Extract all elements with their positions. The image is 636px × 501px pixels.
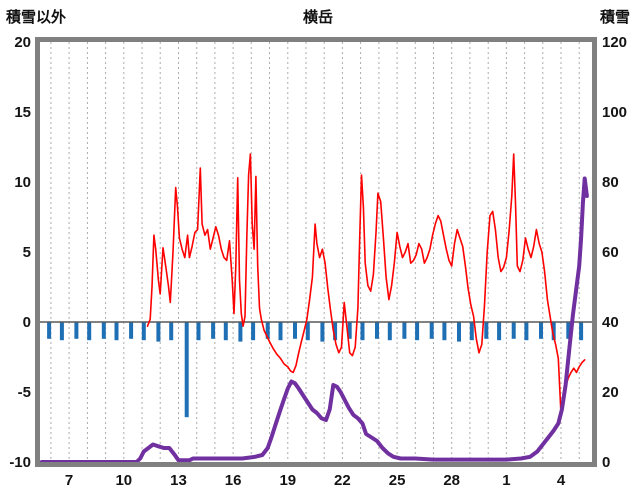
precipitation-bar bbox=[442, 322, 447, 341]
precipitation-bar bbox=[320, 322, 325, 342]
y-left-tick-label: 0 bbox=[23, 314, 31, 331]
precipitation-bar bbox=[141, 322, 146, 341]
x-tick-label: 22 bbox=[334, 472, 351, 489]
y-right-tick-label: 0 bbox=[602, 454, 610, 471]
precipitation-bar bbox=[59, 322, 64, 341]
x-tick-label: 7 bbox=[65, 472, 73, 489]
y-right-tick-label: 80 bbox=[602, 174, 619, 191]
x-tick-label: 28 bbox=[443, 472, 460, 489]
precipitation-bar bbox=[223, 322, 228, 341]
precipitation-bar bbox=[497, 322, 502, 341]
y-right-tick-label: 60 bbox=[602, 244, 619, 261]
precipitation-bar bbox=[566, 322, 571, 339]
snow-depth-line bbox=[39, 176, 589, 464]
series-snow-depth bbox=[39, 176, 589, 464]
axis-labels: 20 15 10 5 0 -5 -10 120 100 80 60 40 20 0 7 10 13 16 19 22 2… bbox=[9, 34, 627, 489]
precipitation-bar bbox=[551, 322, 556, 341]
y-right-tick-label: 100 bbox=[602, 104, 627, 121]
y-left-tick-label: -10 bbox=[9, 454, 31, 471]
precipitation-bar bbox=[333, 322, 338, 341]
y-left-tick-label: 5 bbox=[23, 244, 31, 261]
precipitation-bar bbox=[347, 322, 352, 339]
x-tick-label: 1 bbox=[502, 472, 510, 489]
precipitation-bar bbox=[238, 322, 243, 342]
precipitation-bar bbox=[429, 322, 434, 339]
precipitation-bar bbox=[278, 322, 283, 341]
right-axis-title: 積雪 bbox=[599, 9, 630, 26]
y-left-tick-label: 20 bbox=[14, 34, 31, 51]
precipitation-bar bbox=[415, 322, 420, 341]
y-right-tick-label: 40 bbox=[602, 314, 619, 331]
frame-rect bbox=[35, 37, 597, 467]
y-right-tick-label: 120 bbox=[602, 34, 627, 51]
precipitation-bar bbox=[184, 322, 189, 418]
precipitation-bar bbox=[293, 322, 297, 339]
precipitation-bar bbox=[360, 322, 365, 341]
precipitation-bar bbox=[196, 322, 201, 341]
precipitation-bar bbox=[387, 322, 392, 341]
x-tick-label: 25 bbox=[389, 472, 406, 489]
precipitation-bar bbox=[305, 322, 310, 341]
precipitation-bar bbox=[211, 322, 216, 339]
y-left-tick-label: 10 bbox=[14, 174, 31, 191]
precipitation-bar bbox=[74, 322, 79, 339]
x-tick-label: 13 bbox=[170, 472, 187, 489]
precipitation-bar bbox=[375, 322, 379, 339]
y-left-tick-label: 15 bbox=[14, 104, 31, 121]
precipitation-bar bbox=[265, 322, 270, 339]
x-tick-label: 19 bbox=[279, 472, 296, 489]
precipitation-bar bbox=[129, 322, 134, 339]
precipitation-bar bbox=[251, 322, 256, 341]
series-precipitation bbox=[47, 322, 584, 418]
precipitation-bar bbox=[579, 322, 584, 341]
x-tick-label: 16 bbox=[225, 472, 242, 489]
precipitation-bar bbox=[114, 322, 119, 341]
precipitation-bar bbox=[539, 322, 543, 339]
left-axis-title: 積雪以外 bbox=[6, 9, 67, 26]
plot-frame bbox=[35, 37, 597, 467]
precipitation-bar bbox=[469, 322, 474, 341]
y-right-tick-label: 20 bbox=[602, 384, 619, 401]
x-tick-label: 10 bbox=[115, 472, 132, 489]
precipitation-bar bbox=[169, 322, 174, 341]
chart-title: 横岳 bbox=[302, 9, 333, 26]
precipitation-bar bbox=[511, 322, 516, 339]
y-left-tick-label: -5 bbox=[18, 384, 31, 401]
series-temperature bbox=[146, 153, 586, 416]
precipitation-bar bbox=[101, 322, 106, 339]
precipitation-bar bbox=[457, 322, 461, 342]
temperature-line bbox=[146, 153, 586, 416]
precipitation-bar bbox=[524, 322, 529, 341]
precipitation-bar bbox=[156, 322, 161, 342]
x-tick-label: 4 bbox=[557, 472, 566, 489]
precipitation-bar bbox=[47, 322, 52, 339]
gridlines bbox=[50, 42, 580, 462]
precipitation-bar bbox=[402, 322, 407, 339]
precipitation-bar bbox=[87, 322, 92, 341]
precipitation-bar bbox=[484, 322, 489, 339]
